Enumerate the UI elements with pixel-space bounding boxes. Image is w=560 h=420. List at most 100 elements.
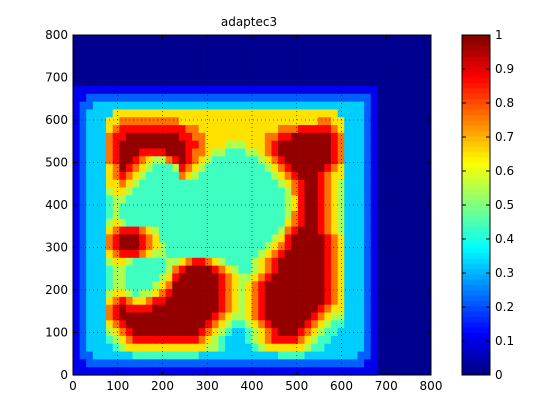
heatmap-cell bbox=[238, 93, 246, 103]
heatmap-cell bbox=[99, 86, 107, 95]
heatmap-cell bbox=[165, 296, 173, 306]
heatmap-cell bbox=[291, 86, 299, 95]
heatmap-cell bbox=[278, 101, 286, 111]
heatmap-cell bbox=[112, 101, 120, 111]
heatmap-cell bbox=[119, 335, 127, 345]
heatmap-cell bbox=[357, 257, 365, 267]
heatmap-cell bbox=[92, 148, 101, 157]
heatmap-cell bbox=[192, 218, 200, 228]
heatmap-cell bbox=[218, 265, 226, 275]
heatmap-cell bbox=[106, 109, 114, 118]
heatmap-cell bbox=[330, 148, 339, 157]
heatmap-cell bbox=[178, 250, 187, 259]
heatmap-cell bbox=[172, 101, 180, 111]
heatmap-cell bbox=[211, 320, 220, 329]
heatmap-cell bbox=[198, 328, 206, 337]
heatmap-cell bbox=[178, 203, 187, 212]
heatmap-cell bbox=[205, 164, 213, 173]
heatmap-cell bbox=[364, 164, 372, 173]
heatmap-cell bbox=[330, 296, 339, 306]
heatmap-cell bbox=[119, 203, 127, 212]
heatmap-cell bbox=[244, 304, 253, 314]
heatmap-cell bbox=[178, 171, 187, 181]
heatmap-cell bbox=[284, 320, 292, 329]
heatmap-cell bbox=[119, 179, 127, 189]
heatmap-cell bbox=[278, 226, 286, 236]
heatmap-cell bbox=[350, 351, 359, 360]
heatmap-cell bbox=[125, 273, 134, 282]
heatmap-cell bbox=[172, 93, 180, 103]
heatmap-cell bbox=[271, 312, 279, 321]
heatmap-cell bbox=[271, 210, 279, 220]
heatmap-cell bbox=[139, 210, 147, 220]
heatmap-cell bbox=[132, 132, 140, 142]
heatmap-cell bbox=[330, 218, 339, 228]
heatmap-cell bbox=[145, 312, 153, 321]
heatmap-cell bbox=[178, 359, 187, 368]
heatmap-cell bbox=[99, 117, 107, 126]
heatmap-cell bbox=[311, 101, 319, 111]
heatmap-cell bbox=[99, 304, 107, 314]
heatmap-cell bbox=[311, 218, 319, 228]
heatmap-cell bbox=[198, 117, 206, 126]
heatmap-cell bbox=[145, 242, 153, 251]
heatmap-cell bbox=[165, 93, 173, 103]
heatmap-cell bbox=[251, 296, 259, 306]
heatmap-cell bbox=[258, 320, 266, 329]
heatmap-cell bbox=[165, 289, 173, 298]
heatmap-cell bbox=[284, 109, 292, 118]
heatmap-cell bbox=[304, 234, 312, 243]
colorbar-band bbox=[462, 210, 490, 217]
heatmap-cell bbox=[337, 234, 345, 243]
heatmap-cell bbox=[311, 148, 319, 157]
heatmap-cell bbox=[271, 203, 279, 212]
heatmap-cell bbox=[231, 328, 239, 337]
heatmap-cell bbox=[271, 273, 279, 282]
heatmap-cell bbox=[291, 265, 299, 275]
heatmap-cell bbox=[211, 351, 220, 360]
heatmap-cell bbox=[324, 320, 332, 329]
heatmap-cell bbox=[86, 203, 94, 212]
heatmap-cell bbox=[264, 328, 273, 337]
heatmap-cell bbox=[364, 273, 372, 282]
colorbar-band bbox=[462, 295, 490, 302]
heatmap-cell bbox=[178, 281, 187, 290]
heatmap-cell bbox=[165, 171, 173, 181]
heatmap-cell bbox=[178, 179, 187, 189]
heatmap-cell bbox=[330, 304, 339, 314]
heatmap-cell bbox=[271, 156, 279, 165]
heatmap-cell bbox=[344, 117, 352, 126]
heatmap-cell bbox=[218, 281, 226, 290]
heatmap-cell bbox=[225, 132, 233, 142]
heatmap-cell bbox=[158, 218, 167, 228]
heatmap-cell bbox=[251, 187, 259, 196]
heatmap-cell bbox=[112, 164, 120, 173]
heatmap-cell bbox=[73, 171, 81, 181]
heatmap-cell bbox=[357, 101, 365, 111]
heatmap-cell bbox=[324, 359, 332, 368]
heatmap-cell bbox=[211, 257, 220, 267]
heatmap-cell bbox=[244, 328, 253, 337]
colorbar-band bbox=[462, 72, 490, 78]
heatmap-cell bbox=[370, 289, 378, 298]
heatmap-cell bbox=[152, 335, 160, 345]
heatmap-cell bbox=[370, 265, 378, 275]
heatmap-cell bbox=[311, 171, 319, 181]
y-tick-label: 400 bbox=[45, 198, 68, 212]
heatmap-cell bbox=[271, 179, 279, 189]
heatmap-cell bbox=[106, 273, 114, 282]
heatmap-cell bbox=[244, 242, 253, 251]
heatmap-cell bbox=[297, 179, 306, 189]
heatmap-cell bbox=[350, 210, 359, 220]
heatmap-cell bbox=[79, 140, 87, 150]
heatmap-cell bbox=[79, 93, 87, 103]
heatmap-cell bbox=[370, 86, 378, 95]
heatmap-cell bbox=[364, 242, 372, 251]
heatmap-cell bbox=[337, 148, 345, 157]
heatmap-cell bbox=[218, 179, 226, 189]
heatmap-cell bbox=[145, 132, 153, 142]
heatmap-cell bbox=[205, 109, 213, 118]
heatmap-cell bbox=[271, 242, 279, 251]
heatmap-cell bbox=[218, 132, 226, 142]
heatmap-cell bbox=[178, 312, 187, 321]
